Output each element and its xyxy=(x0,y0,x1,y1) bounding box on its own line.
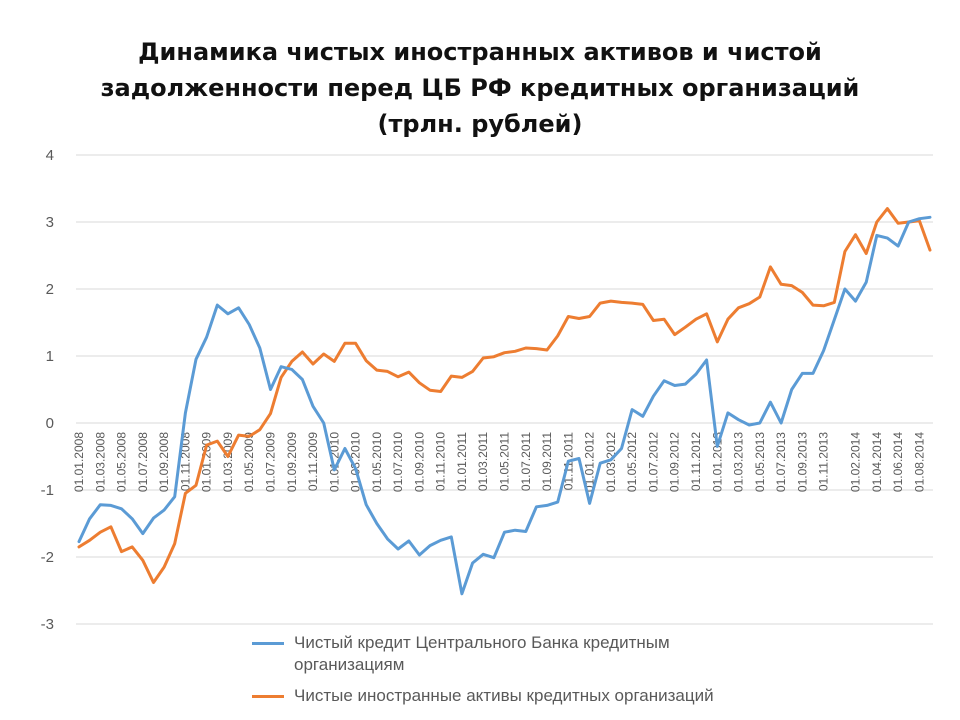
x-tick-label: 01.11.2013 xyxy=(817,432,831,491)
x-tick-label: 01.05.2012 xyxy=(625,432,639,492)
y-tick-label: -3 xyxy=(41,616,54,633)
x-tick-label: 01.05.2009 xyxy=(242,432,256,492)
y-axis-tick-labels: 4 3 2 1 0 -1 -2 -3 xyxy=(41,147,54,633)
x-tick-label: 01.01.2013 xyxy=(710,432,724,492)
series-line-2 xyxy=(77,207,932,584)
y-tick-label: 0 xyxy=(46,415,54,432)
x-tick-label: 01.03.2012 xyxy=(604,432,618,492)
x-tick-label: 01.05.2008 xyxy=(115,432,129,492)
y-tick-label: -1 xyxy=(41,482,54,499)
x-tick-label: 01.05.2013 xyxy=(753,432,767,492)
x-tick-label: 01.09.2010 xyxy=(412,432,426,492)
legend-label-series-1-line-2: организациям xyxy=(294,655,405,674)
x-tick-label: 01.08.2014 xyxy=(912,432,926,492)
legend-item-series-2: Чистые иностранные активы кредитных орга… xyxy=(252,685,772,707)
x-tick-label: 01.09.2012 xyxy=(668,432,682,492)
x-tick-label: 01.07.2010 xyxy=(391,432,405,492)
x-tick-label: 01.07.2012 xyxy=(646,432,660,492)
y-tick-label: 2 xyxy=(46,281,54,298)
legend-swatch-series-1 xyxy=(252,642,284,645)
chart-title-line-3: (трлн. рублей) xyxy=(377,110,583,138)
x-tick-label: 01.01.2012 xyxy=(583,432,597,492)
x-tick-label: 01.09.2008 xyxy=(157,432,171,492)
x-tick-label: 01.05.2010 xyxy=(370,432,384,492)
x-tick-label: 01.01.2008 xyxy=(72,432,86,492)
x-tick-label: 01.02.2014 xyxy=(849,432,863,492)
x-tick-label: 01.09.2013 xyxy=(795,432,809,492)
chart-gridlines xyxy=(76,154,933,625)
x-axis-tick-labels: 01.01.2008 01.03.2008 01.05.2008 01.07.2008… xyxy=(72,432,926,492)
chart-title-line-2: задолженности перед ЦБ РФ кредитных орга… xyxy=(100,74,860,102)
x-tick-label: 01.03.2011 xyxy=(476,432,490,491)
x-tick-label: 01.07.2009 xyxy=(263,432,277,492)
x-tick-label: 01.04.2014 xyxy=(870,432,884,492)
x-tick-label: 01.01.2009 xyxy=(200,432,214,492)
x-tick-label: 01.03.2013 xyxy=(732,432,746,492)
y-tick-label: 1 xyxy=(46,348,54,365)
x-tick-label: 01.11.2009 xyxy=(306,432,320,491)
chart-series-lines xyxy=(77,207,932,596)
x-tick-label: 01.06.2014 xyxy=(891,432,905,492)
x-tick-label: 01.01.2011 xyxy=(455,432,469,491)
y-tick-label: 3 xyxy=(46,214,54,231)
x-tick-label: 01.07.2011 xyxy=(519,432,533,491)
legend-label-series-1-line-1: Чистый кредит Центрального Банка кредитн… xyxy=(294,633,670,652)
x-tick-label: 01.11.2012 xyxy=(689,432,703,491)
legend-label-series-2-line-1: Чистые иностранные активы кредитных орга… xyxy=(294,686,714,705)
y-tick-label: 4 xyxy=(46,147,54,164)
x-tick-label: 01.09.2011 xyxy=(540,432,554,491)
y-tick-label: -2 xyxy=(41,549,54,566)
x-tick-label: 01.07.2008 xyxy=(136,432,150,492)
x-tick-label: 01.03.2009 xyxy=(221,432,235,492)
legend-swatch-series-2 xyxy=(252,695,284,698)
x-tick-label: 01.09.2009 xyxy=(285,432,299,492)
x-tick-label: 01.03.2008 xyxy=(93,432,107,492)
chart-title: Динамика чистых иностранных активов и чи… xyxy=(0,34,960,142)
legend-item-series-1: Чистый кредит Центрального Банка кредитн… xyxy=(252,632,772,676)
chart-title-line-1: Динамика чистых иностранных активов и чи… xyxy=(138,38,822,66)
x-tick-label: 01.05.2011 xyxy=(498,432,512,491)
series-line-1 xyxy=(77,215,932,596)
x-tick-label: 01.01.2010 xyxy=(327,432,341,492)
chart-legend: Чистый кредит Центрального Банка кредитн… xyxy=(252,632,772,707)
x-tick-label: 01.07.2013 xyxy=(774,432,788,492)
x-tick-label: 01.11.2010 xyxy=(434,432,448,491)
